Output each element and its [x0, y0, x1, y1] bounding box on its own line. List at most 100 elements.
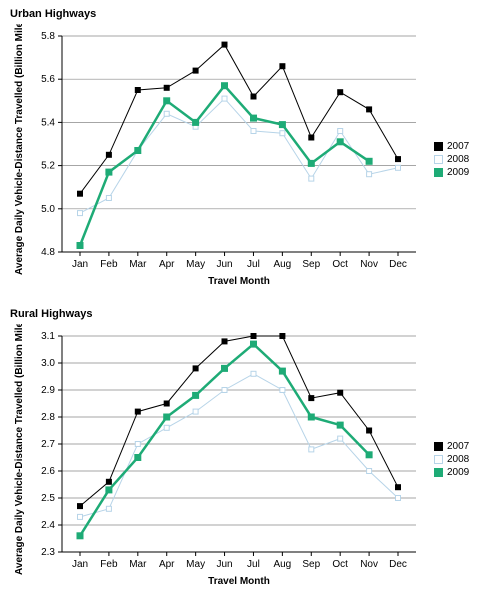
series-marker-y2008	[193, 409, 198, 414]
series-marker-y2009	[366, 158, 372, 164]
x-tick-label: Aug	[273, 259, 291, 270]
legend-swatch-y2007	[434, 142, 443, 151]
series-marker-y2009	[337, 422, 343, 428]
series-marker-y2009	[106, 169, 112, 175]
y-axis-label: Average Daily Vehicle-Distance Travelled…	[14, 24, 25, 275]
x-tick-label: Jan	[72, 559, 88, 570]
series-marker-y2008	[338, 129, 343, 134]
series-marker-y2008	[222, 388, 227, 393]
series-marker-y2007	[251, 334, 256, 339]
series-marker-y2009	[77, 243, 83, 249]
series-marker-y2009	[222, 83, 228, 89]
y-tick-label: 2.4	[41, 520, 55, 531]
x-tick-label: Oct	[332, 559, 348, 570]
x-tick-label: Feb	[100, 259, 118, 270]
series-marker-y2008	[396, 165, 401, 170]
series-marker-y2007	[309, 135, 314, 140]
legend-item-y2009: 2009	[434, 167, 469, 178]
series-marker-y2008	[164, 111, 169, 116]
series-marker-y2007	[222, 42, 227, 47]
legend-item-y2007: 2007	[434, 441, 469, 452]
series-marker-y2009	[279, 368, 285, 374]
series-marker-y2008	[367, 469, 372, 474]
x-tick-label: Nov	[360, 259, 378, 270]
series-marker-y2009	[279, 122, 285, 128]
series-marker-y2009	[164, 98, 170, 104]
chart-block: Urban Highways4.85.05.25.45.65.8JanFebMa…	[8, 8, 492, 294]
series-marker-y2008	[309, 176, 314, 181]
series-marker-y2009	[77, 533, 83, 539]
series-marker-y2008	[106, 506, 111, 511]
series-marker-y2009	[135, 455, 141, 461]
series-marker-y2008	[106, 196, 111, 201]
legend-swatch-y2009	[434, 468, 443, 477]
legend-label: 2007	[447, 141, 469, 152]
series-marker-y2007	[396, 485, 401, 490]
series-marker-y2008	[222, 96, 227, 101]
x-tick-label: Mar	[129, 259, 147, 270]
series-marker-y2007	[338, 390, 343, 395]
legend-item-y2008: 2008	[434, 154, 469, 165]
series-marker-y2007	[78, 504, 83, 509]
series-marker-y2007	[280, 64, 285, 69]
y-tick-label: 4.8	[41, 247, 55, 258]
x-tick-label: Jun	[216, 559, 232, 570]
y-tick-label: 2.7	[41, 439, 55, 450]
x-tick-label: Aug	[273, 559, 291, 570]
legend-label: 2007	[447, 441, 469, 452]
y-tick-label: 2.6	[41, 466, 55, 477]
x-tick-label: May	[186, 259, 205, 270]
legend-item-y2008: 2008	[434, 454, 469, 465]
series-marker-y2008	[396, 496, 401, 501]
series-marker-y2007	[309, 396, 314, 401]
chart-title: Rural Highways	[10, 308, 492, 320]
series-marker-y2007	[367, 428, 372, 433]
series-marker-y2008	[280, 131, 285, 136]
x-tick-label: Sep	[302, 259, 320, 270]
legend: 2007 2008 2009	[434, 439, 469, 480]
series-marker-y2009	[106, 487, 112, 493]
series-marker-y2008	[164, 425, 169, 430]
x-tick-label: Jul	[247, 559, 260, 570]
y-tick-label: 5.6	[41, 74, 55, 85]
x-tick-label: Jul	[247, 259, 260, 270]
x-tick-label: Nov	[360, 559, 378, 570]
x-tick-label: Oct	[332, 259, 348, 270]
series-marker-y2009	[164, 414, 170, 420]
y-tick-label: 2.8	[41, 412, 55, 423]
series-marker-y2008	[135, 442, 140, 447]
series-marker-y2008	[338, 436, 343, 441]
series-marker-y2009	[251, 341, 257, 347]
series-marker-y2007	[78, 191, 83, 196]
series-marker-y2009	[135, 148, 141, 154]
y-tick-label: 3.1	[41, 331, 55, 342]
series-marker-y2009	[366, 452, 372, 458]
legend-swatch-y2008	[434, 155, 443, 164]
x-tick-label: Apr	[159, 559, 175, 570]
series-marker-y2009	[222, 365, 228, 371]
series-marker-y2007	[396, 157, 401, 162]
series-marker-y2007	[164, 401, 169, 406]
series-marker-y2007	[251, 94, 256, 99]
legend-swatch-y2007	[434, 442, 443, 451]
legend-swatch-y2008	[434, 455, 443, 464]
legend-item-y2007: 2007	[434, 141, 469, 152]
series-marker-y2009	[193, 392, 199, 398]
chart-svg: 4.85.05.25.45.65.8JanFebMarAprMayJunJulA…	[8, 24, 428, 294]
y-tick-label: 3.0	[41, 358, 55, 369]
x-tick-label: Sep	[302, 559, 320, 570]
series-marker-y2007	[135, 409, 140, 414]
x-tick-label: Jan	[72, 259, 88, 270]
series-marker-y2009	[337, 139, 343, 145]
series-marker-y2007	[193, 68, 198, 73]
series-marker-y2008	[78, 514, 83, 519]
legend-label: 2009	[447, 467, 469, 478]
x-tick-label: Mar	[129, 559, 147, 570]
y-axis-label: Average Daily Vehicle-Distance Travelled…	[14, 324, 25, 575]
x-tick-label: Jun	[216, 259, 232, 270]
series-marker-y2008	[280, 388, 285, 393]
legend: 2007 2008 2009	[434, 139, 469, 180]
series-marker-y2008	[78, 211, 83, 216]
series-marker-y2009	[308, 414, 314, 420]
y-tick-label: 5.4	[41, 117, 55, 128]
